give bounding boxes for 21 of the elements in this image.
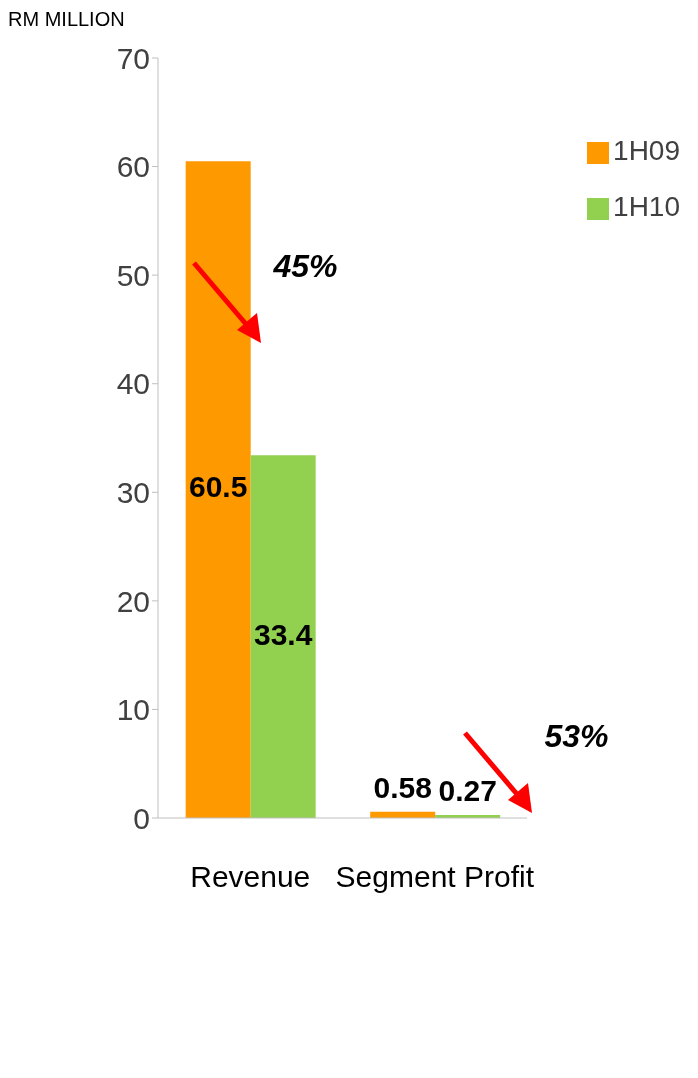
y-tick-label: 40	[116, 367, 150, 401]
annotation: 45%	[273, 248, 338, 285]
y-tick-label: 70	[116, 41, 150, 75]
text: 53%	[544, 718, 609, 755]
legend-label: 1H10	[613, 191, 680, 222]
x-tick-label: Revenue	[190, 860, 311, 894]
y-tick-label: 30	[116, 475, 150, 509]
y-tick-label: 50	[116, 258, 150, 292]
data-label: 0.58	[373, 770, 432, 804]
bar	[250, 455, 316, 818]
x-tick-label: Segment Profit	[335, 860, 535, 894]
y-tick-label: 20	[116, 584, 150, 618]
legend-label: 1H09	[613, 135, 680, 166]
y-tick-label: 10	[116, 693, 150, 727]
y-tick-label: 60	[116, 150, 150, 184]
y-tick-label: 0	[133, 801, 150, 835]
data-label: 60.5	[188, 470, 248, 504]
data-label: 0.27	[438, 774, 497, 808]
y-axis-title: RM MILLION	[8, 8, 125, 31]
bar	[185, 161, 251, 818]
data-label: 33.4	[253, 617, 313, 651]
